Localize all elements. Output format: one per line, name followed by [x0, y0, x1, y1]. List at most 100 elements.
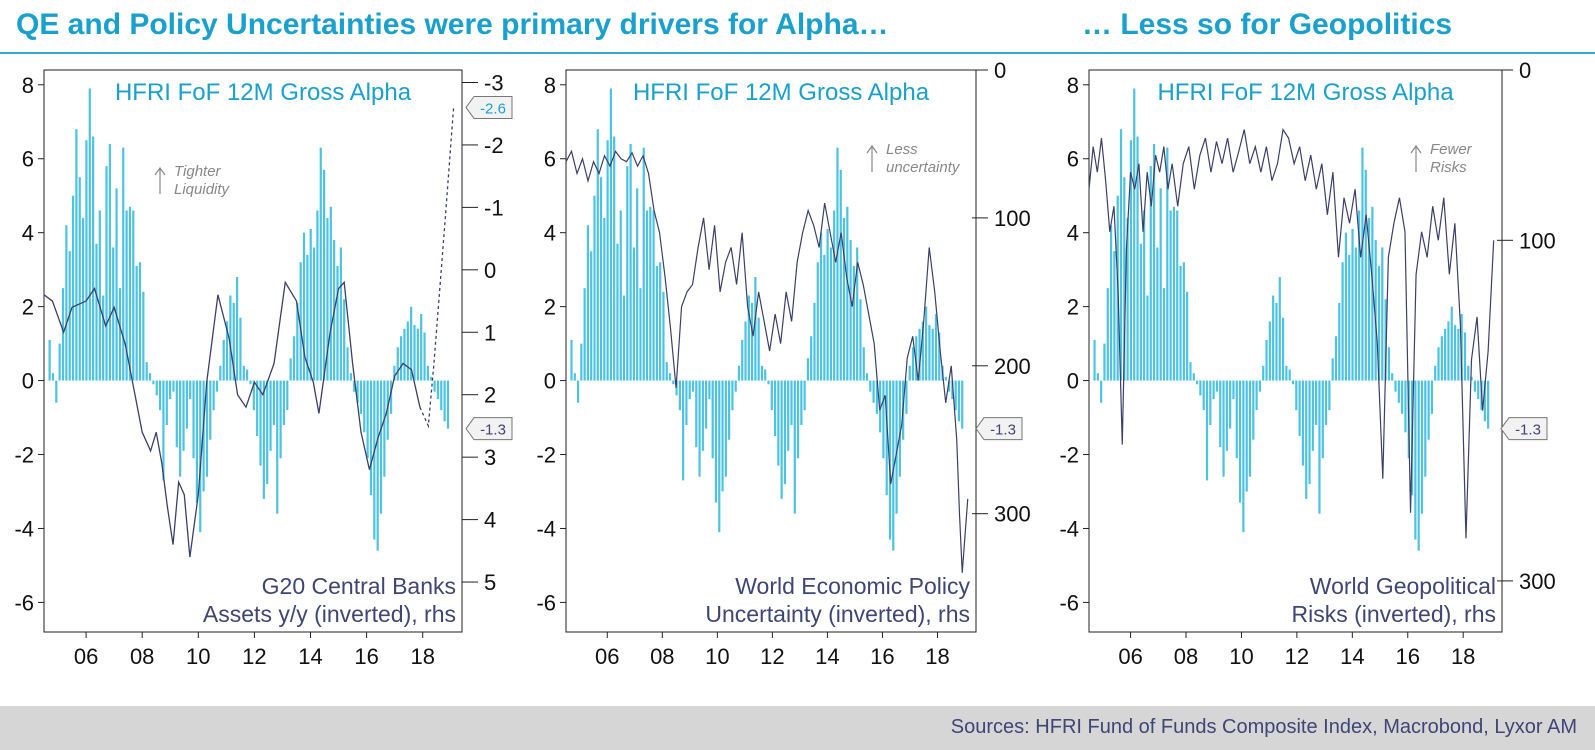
bar [609, 88, 613, 381]
bar [925, 306, 928, 381]
y-left-tick-label: -2 [1059, 443, 1079, 468]
bar [921, 321, 924, 381]
bar [616, 243, 619, 381]
x-tick-label: 18 [410, 644, 434, 669]
bar [908, 365, 911, 381]
bar [1361, 147, 1364, 381]
bar [1113, 251, 1116, 381]
x-tick-label: 10 [186, 644, 210, 669]
bar [905, 380, 908, 414]
bar [446, 380, 450, 429]
bar [632, 247, 635, 381]
bar [229, 295, 232, 381]
bar [852, 265, 855, 381]
bar [1328, 380, 1331, 411]
bar [806, 358, 810, 381]
bar [1176, 210, 1179, 381]
bar [711, 380, 714, 459]
bar [619, 210, 622, 381]
y-right-tick-label: -1 [484, 195, 504, 220]
bar [613, 136, 616, 381]
bar [145, 362, 148, 381]
bar [1248, 380, 1252, 477]
bar [413, 325, 416, 381]
bar [363, 380, 366, 433]
bar [1354, 247, 1357, 381]
bar [138, 262, 142, 381]
bar [175, 380, 178, 448]
bar [951, 380, 954, 400]
bar [75, 129, 78, 381]
bar [734, 380, 737, 392]
bar [580, 343, 583, 381]
bar [286, 380, 289, 411]
bar [256, 380, 259, 437]
bar [649, 206, 652, 381]
value-callout-box [1500, 417, 1548, 441]
bar [1093, 339, 1096, 381]
bar [714, 380, 718, 503]
bar [865, 373, 869, 381]
bar [132, 210, 135, 381]
bar [1179, 265, 1182, 381]
bar [1295, 380, 1298, 411]
bar [169, 380, 172, 400]
bar [85, 140, 88, 381]
line-series [1088, 127, 1495, 539]
bar [662, 291, 665, 381]
bar [1321, 380, 1324, 459]
bar [757, 317, 760, 381]
source-note: Sources: HFRI Fund of Funds Composite In… [950, 716, 1577, 738]
bar [836, 147, 839, 381]
y-left-tick-label: -4 [14, 516, 34, 541]
x-tick-label: 14 [1340, 644, 1364, 669]
bar [1440, 336, 1443, 381]
bar [1278, 277, 1281, 381]
bar [636, 188, 639, 381]
bar [754, 277, 757, 381]
bar [1205, 380, 1209, 481]
bar [336, 265, 339, 381]
bar [128, 206, 132, 381]
bar [1156, 247, 1159, 381]
footer-bar: Sources: HFRI Fund of Funds Composite In… [0, 706, 1595, 750]
bar [833, 210, 836, 381]
bar [1222, 380, 1225, 477]
bar [222, 339, 225, 381]
bar [1199, 380, 1202, 396]
bar [593, 195, 596, 381]
x-tick-label: 06 [74, 644, 98, 669]
bar [369, 380, 373, 496]
bar [672, 380, 675, 385]
bar [1487, 380, 1490, 429]
x-tick-label: 08 [1174, 644, 1198, 669]
bar [1215, 380, 1219, 392]
bar [783, 380, 787, 485]
y-left-tick-label: 2 [544, 295, 556, 320]
bar [1348, 254, 1351, 381]
bar [1483, 380, 1486, 422]
bar [793, 380, 796, 514]
bar [1430, 380, 1434, 414]
bar [92, 136, 95, 381]
bar [148, 373, 152, 381]
bar [724, 380, 727, 477]
bar [1275, 302, 1278, 381]
bar [1444, 328, 1447, 381]
bar [747, 295, 750, 381]
bar [1245, 380, 1248, 492]
x-tick-label: 08 [650, 644, 674, 669]
bar [209, 380, 212, 440]
bar [416, 328, 419, 381]
bar [596, 129, 599, 381]
bar [777, 380, 780, 466]
bar [1401, 380, 1404, 414]
bar [420, 314, 423, 381]
bar [938, 332, 941, 381]
bar [872, 380, 875, 403]
annotation-line-1: Tighter [174, 163, 222, 180]
bar [1268, 321, 1271, 381]
bar [1288, 369, 1291, 381]
line-label-top: G20 Central Banks [262, 573, 456, 599]
